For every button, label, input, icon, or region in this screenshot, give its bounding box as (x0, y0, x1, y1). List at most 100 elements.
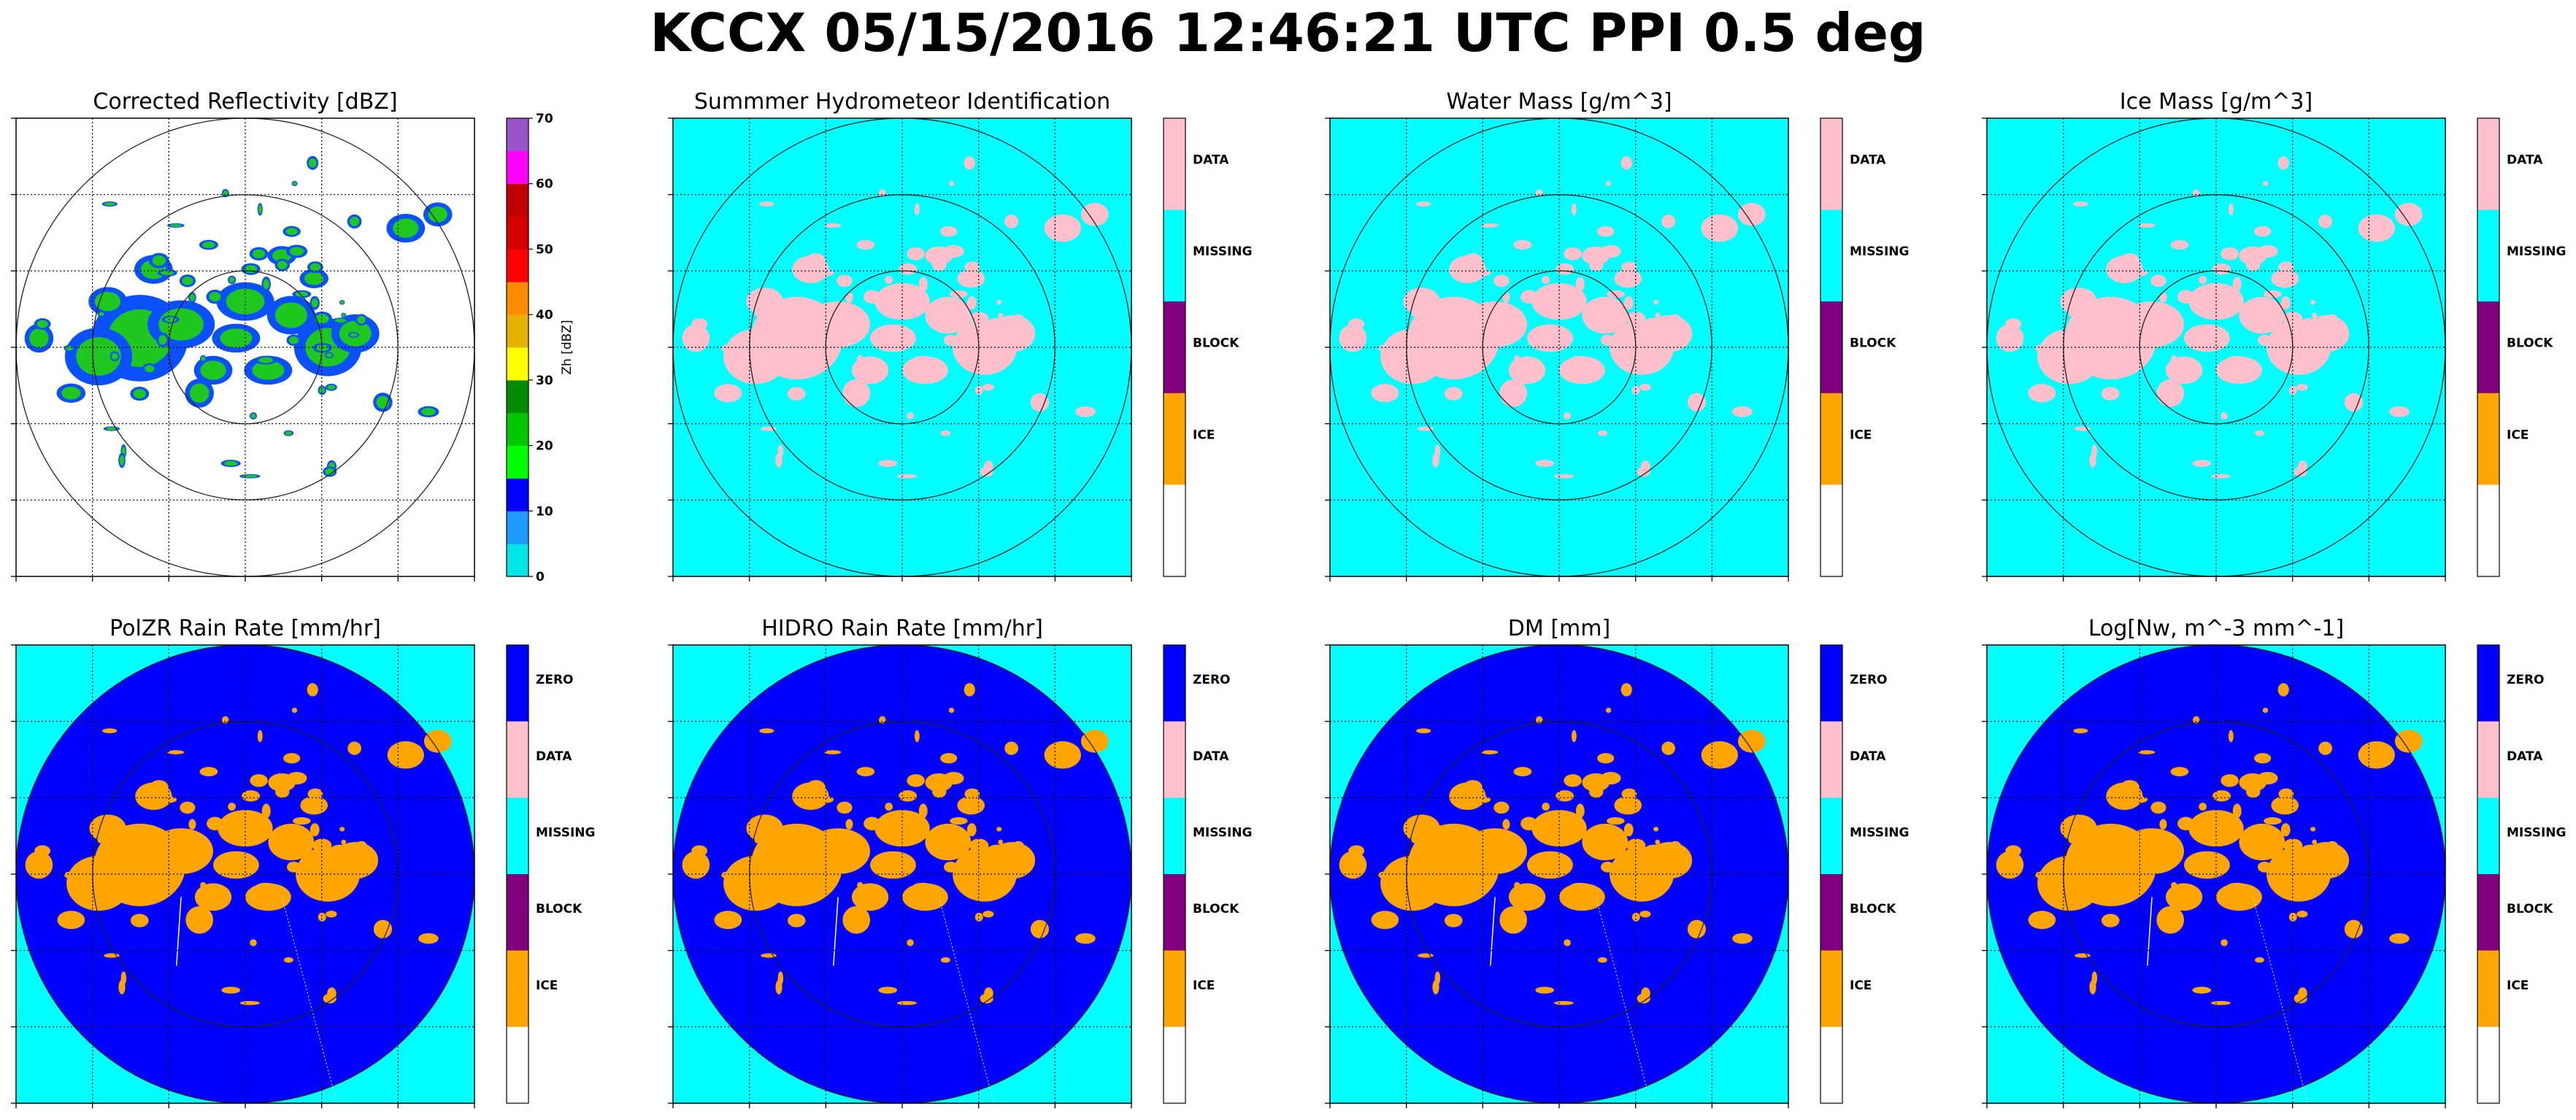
panel-3-range-ring (1482, 270, 1637, 425)
echo-patch (1639, 878, 1648, 885)
echo-patch (1520, 290, 1537, 304)
echo-patch (194, 883, 232, 911)
echo-patch (989, 317, 1006, 324)
echo-patch-core (327, 385, 336, 390)
panel-1-range-ring (168, 270, 323, 425)
panel-4-colorbar: DATA MISSING BLOCK ICE (2477, 117, 2566, 577)
echo-patch (1339, 324, 1367, 352)
panel-3-colorbar-segment (1820, 118, 1842, 211)
echo-patch (1542, 276, 1550, 284)
echo-patch (723, 855, 788, 911)
echo-patch (2284, 870, 2302, 880)
echo-patch (1378, 344, 1388, 352)
echo-patch (845, 819, 853, 830)
echo-patch (2221, 774, 2239, 787)
panel-1-colorbar-segment (507, 216, 528, 250)
echo-patch (1623, 296, 1634, 310)
panel-8-beam-artifact (2252, 897, 2309, 1103)
echo-patch-core (223, 190, 228, 196)
echo-patch (2127, 333, 2139, 347)
echo-patch (2129, 269, 2148, 277)
echo-patch-core (428, 206, 447, 223)
echo-patch (2257, 771, 2278, 785)
panel-7-colorbar-frame (1820, 644, 1843, 1104)
echo-patch (1737, 203, 1766, 226)
echo-patch-core (285, 228, 298, 236)
panel-2-colorbar-category-label: DATA (1193, 153, 1229, 168)
panel-7-colorbar-segment (1820, 950, 1842, 1027)
panel-5-colorbar-frame (506, 644, 529, 1104)
echo-patch (255, 882, 277, 892)
panel-4-title: Ice Mass [g/m^3] (2119, 89, 2313, 115)
echo-patch (1005, 859, 1016, 865)
echo-patch (723, 328, 788, 385)
echo-patch (815, 269, 834, 277)
echo-patch (1493, 801, 1510, 814)
echo-patch (766, 878, 777, 888)
panel-3-colorbar-category-label: MISSING (1850, 244, 1909, 259)
echo-patch (842, 905, 871, 934)
echo-patch-core (190, 383, 209, 403)
echo-patch (1416, 728, 1431, 734)
panel-8-colorbar-segment (2477, 874, 2499, 951)
echo-patch-core (111, 352, 118, 360)
panel-3-range-ring (1406, 194, 1712, 501)
panel-2-colorbar-category-label: BLOCK (1193, 336, 1239, 351)
panel-8-colorbar-frame (2477, 644, 2500, 1104)
echo-patch (66, 855, 131, 911)
panel-5-plot (11, 644, 475, 1108)
panel-4-range-ring (2139, 270, 2294, 425)
echo-patch (925, 823, 972, 861)
echo-patch-core (99, 312, 104, 316)
echo-patch-core (228, 277, 235, 283)
echo-patch (943, 334, 958, 346)
panel-7-range-ring (1406, 721, 1712, 1027)
echo-patch (969, 838, 989, 853)
echo-patch (1005, 332, 1016, 338)
panel-7-title: DM [mm] (1507, 616, 1611, 641)
echo-patch (1639, 352, 1648, 358)
echo-patch (1502, 819, 1510, 830)
echo-patch-core (250, 413, 256, 419)
echo-patch (966, 296, 977, 310)
panel-7-colorbar-segment (1820, 874, 1842, 951)
echo-patch-core (61, 387, 81, 400)
panel-6-colorbar: ZERO DATA MISSING BLOCK ICE (1163, 644, 1252, 1104)
echo-patch (2037, 328, 2102, 385)
echo-patch (2257, 861, 2272, 873)
echo-patch (2257, 244, 2278, 258)
echo-patch-core (316, 344, 329, 352)
panel-1-colorbar-segment (507, 544, 528, 577)
echo-patch (1513, 240, 1532, 250)
echo-patch (185, 905, 214, 934)
echo-patch (1569, 355, 1591, 365)
echo-patch (1380, 855, 1445, 911)
echo-patch (837, 274, 853, 287)
echo-patch (1582, 296, 1629, 334)
echo-patch (2228, 203, 2234, 216)
echo-patch (2262, 708, 2269, 713)
echo-patch-core (308, 158, 317, 168)
echo-patch (89, 814, 126, 843)
echo-patch-core (145, 365, 155, 373)
echo-patch (291, 708, 298, 713)
echo-patch (1423, 351, 1434, 361)
echo-patch (2127, 860, 2139, 874)
panel-4-colorbar-segment (2477, 393, 2499, 485)
echo-patch (856, 767, 875, 777)
echo-patch (355, 841, 368, 852)
echo-patch (1669, 841, 1682, 852)
echo-patch (766, 351, 777, 361)
panel-7-colorbar-category-label: MISSING (1850, 825, 1909, 840)
echo-patch (943, 244, 964, 258)
echo-patch (2318, 741, 2332, 755)
echo-patch (341, 839, 347, 845)
echo-patch (2193, 189, 2200, 198)
echo-patch (864, 816, 880, 830)
echo-patch (1470, 860, 1483, 874)
echo-patch (57, 911, 85, 930)
echo-patch (2284, 343, 2302, 353)
echo-patch-core (350, 333, 358, 337)
echo-patch-core (326, 353, 332, 358)
echo-patch (1371, 384, 1399, 403)
